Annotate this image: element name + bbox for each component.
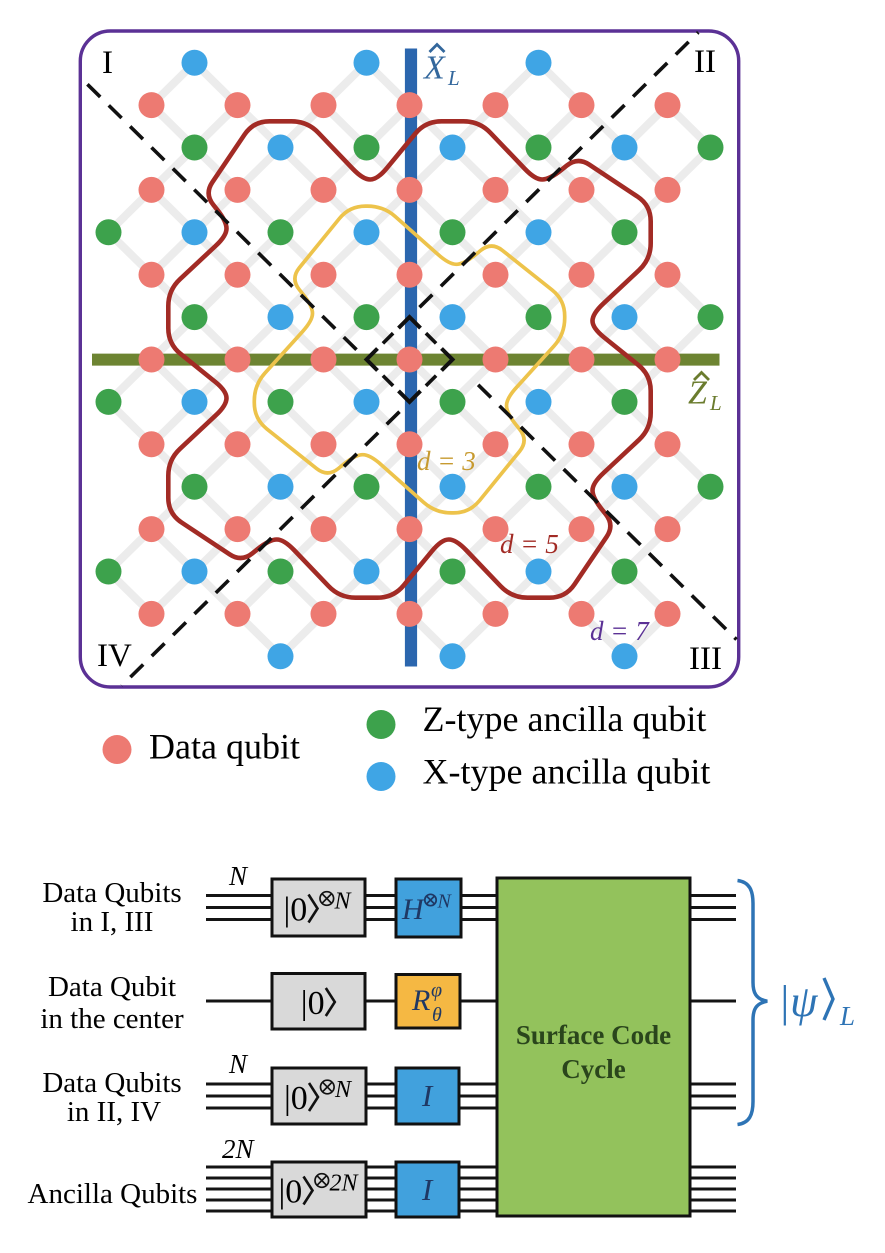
svg-text:|0: |0 [301, 985, 325, 1022]
svg-text:L: L [709, 391, 722, 415]
svg-text:|ψ: |ψ [778, 977, 818, 1026]
svg-text:N: N [228, 1049, 249, 1079]
svg-text:I: I [421, 1078, 434, 1113]
svg-text:Data Qubits: Data Qubits [42, 877, 181, 909]
svg-text:|0: |0 [279, 1174, 303, 1211]
svg-text:III: III [689, 641, 722, 677]
svg-text:d = 5: d = 5 [500, 529, 559, 559]
svg-text:N: N [334, 1077, 353, 1103]
svg-text:Data Qubits: Data Qubits [42, 1067, 181, 1099]
svg-text:R: R [411, 984, 430, 1017]
svg-text:θ: θ [432, 1004, 442, 1026]
svg-text:|0: |0 [284, 1080, 308, 1117]
svg-text:|0: |0 [284, 892, 308, 929]
svg-text:Surface Code: Surface Code [516, 1020, 671, 1050]
svg-text:Data qubit: Data qubit [149, 727, 300, 767]
svg-text:N: N [437, 891, 453, 913]
svg-text:φ: φ [431, 980, 442, 1002]
svg-text:N: N [228, 861, 249, 891]
svg-text:X: X [422, 50, 446, 87]
svg-text:in I, III: in I, III [71, 906, 154, 938]
svg-text:L: L [839, 1001, 855, 1031]
svg-text:Ancilla Qubits: Ancilla Qubits [28, 1178, 198, 1210]
svg-text:2N: 2N [330, 1171, 360, 1197]
svg-text:H: H [401, 893, 426, 926]
svg-text:II: II [694, 44, 716, 80]
svg-text:Cycle: Cycle [561, 1054, 625, 1084]
svg-text:Z-type ancilla qubit: Z-type ancilla qubit [423, 699, 707, 739]
svg-text:I: I [421, 1172, 434, 1207]
svg-text:Data Qubit: Data Qubit [48, 971, 176, 1003]
svg-text:d = 7: d = 7 [590, 616, 650, 646]
svg-text:2N: 2N [222, 1134, 256, 1164]
svg-text:Z: Z [688, 375, 708, 412]
svg-text:L: L [447, 66, 460, 90]
svg-text:N: N [334, 889, 353, 915]
svg-text:in II, IV: in II, IV [67, 1096, 161, 1128]
svg-text:I: I [102, 45, 113, 81]
svg-text:IV: IV [97, 638, 132, 674]
svg-text:X-type ancilla qubit: X-type ancilla qubit [423, 752, 711, 792]
svg-text:d = 3: d = 3 [417, 446, 476, 476]
svg-text:in the center: in the center [40, 1003, 184, 1035]
